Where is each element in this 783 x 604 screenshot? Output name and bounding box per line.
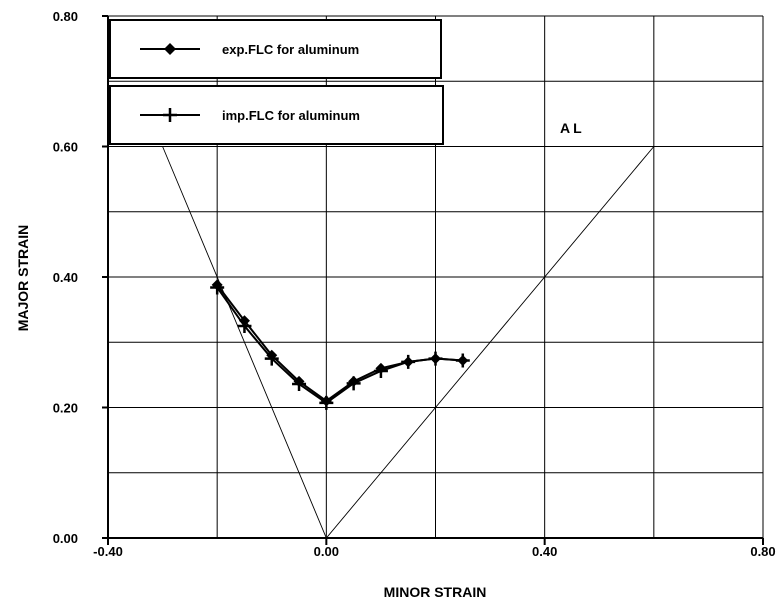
data-point [210,280,225,295]
y-axis-title: MAJOR STRAIN [15,225,31,332]
y-tick-label: 0.40 [53,270,78,285]
y-tick-label: 0.00 [53,531,78,546]
plus-marker-icon [163,108,177,122]
series-imp [210,280,470,410]
legend-label: exp.FLC for aluminum [222,42,359,57]
chart-annotation: AL [560,120,585,136]
series-line [216,284,463,403]
legend: exp.FLC for aluminum imp.FLC for aluminu… [109,19,444,145]
x-tick-label: -0.40 [93,544,123,559]
data-point [319,395,334,410]
axes [102,15,764,545]
legend-entry-imp: imp.FLC for aluminum [109,85,444,145]
x-tick-label: 0.80 [750,544,775,559]
x-axis-title: MINOR STRAIN [384,584,487,600]
data-point [237,318,252,333]
data-point [401,354,416,369]
tick-labels: -0.40 0.00 0.40 0.80 0.00 0.20 0.40 0.60 0.80 [53,9,776,559]
diamond-marker-icon [164,43,176,55]
data-point [455,353,470,368]
y-tick-label: 0.20 [53,401,78,416]
legend-label: imp.FLC for aluminum [222,108,360,123]
data-point [373,363,388,378]
data-point [264,351,279,366]
x-tick-label: 0.00 [314,544,339,559]
x-tick-label: 0.40 [532,544,557,559]
data-point [428,351,443,366]
series-layer [210,279,470,410]
y-tick-label: 0.80 [53,9,78,24]
series-exp [211,279,469,407]
data-point [292,377,307,392]
y-tick-label: 0.60 [53,140,78,155]
legend-entry-exp: exp.FLC for aluminum [109,19,442,79]
series-line [216,286,463,405]
data-point [346,376,361,391]
